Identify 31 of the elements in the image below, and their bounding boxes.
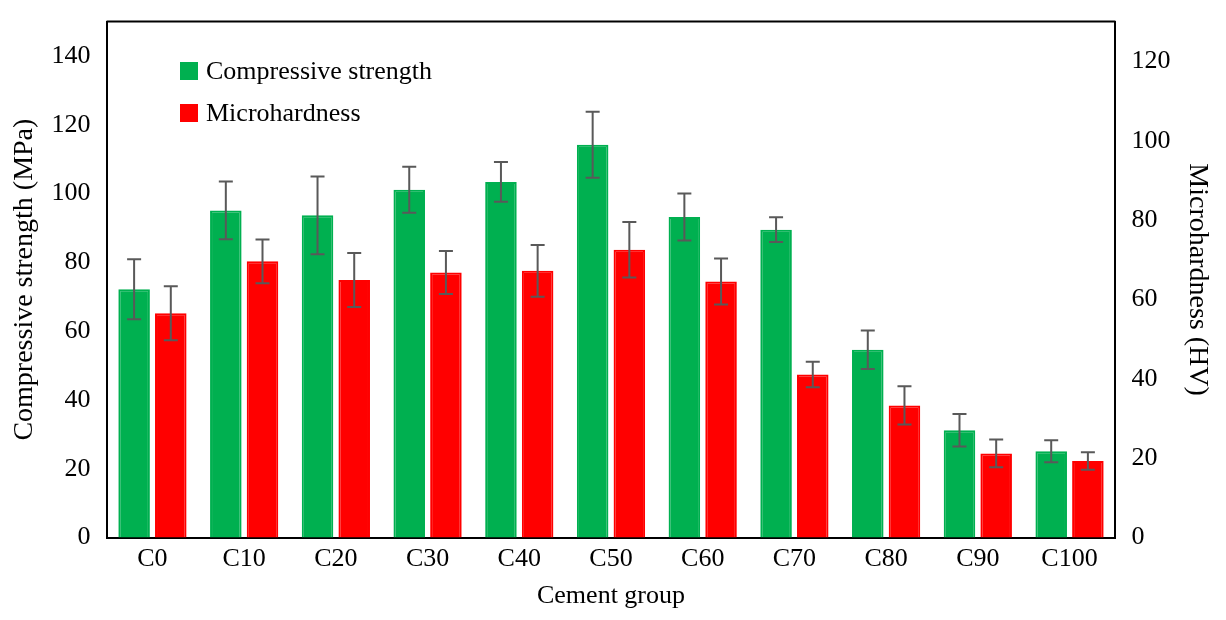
y2-tick-label: 40 [1131, 362, 1158, 392]
y2-tick-label: 120 [1131, 45, 1171, 75]
y2-tick-label: 20 [1131, 442, 1158, 472]
y-tick-label: 140 [51, 39, 91, 69]
y-tick-label: 60 [64, 315, 91, 345]
y-axis-title: Compressive strength (MPa) [7, 118, 39, 441]
x-axis-title: Cement group [536, 580, 686, 610]
x-tick-label: C90 [956, 543, 1000, 573]
x-tick-label: C100 [1041, 543, 1098, 573]
y-tick-label: 120 [51, 108, 91, 138]
y-tick-label: 80 [64, 246, 91, 276]
y2-tick-label: 0 [1131, 521, 1145, 551]
x-tick-label: C60 [681, 543, 725, 573]
y2-tick-label: 80 [1131, 203, 1158, 233]
x-tick-label: C40 [497, 543, 541, 573]
x-tick-label: C50 [589, 543, 633, 573]
legend-label: Compressive strength [206, 56, 433, 86]
y-tick-label: 40 [64, 383, 91, 413]
y2-tick-label: 100 [1131, 124, 1171, 154]
y2-tick-label: 60 [1131, 283, 1158, 313]
y-tick-label: 20 [64, 452, 91, 482]
legend-label: Microhardness [206, 98, 361, 128]
y2-axis-title: Microhardness (HV) [1183, 163, 1215, 396]
y-tick-label: 0 [77, 521, 91, 551]
x-tick-label: C0 [137, 543, 168, 573]
x-tick-label: C10 [222, 543, 266, 573]
x-tick-label: C20 [314, 543, 358, 573]
x-tick-label: C30 [405, 543, 450, 573]
y-tick-label: 100 [51, 177, 91, 207]
x-tick-label: C80 [864, 543, 908, 573]
x-tick-label: C70 [772, 543, 817, 573]
